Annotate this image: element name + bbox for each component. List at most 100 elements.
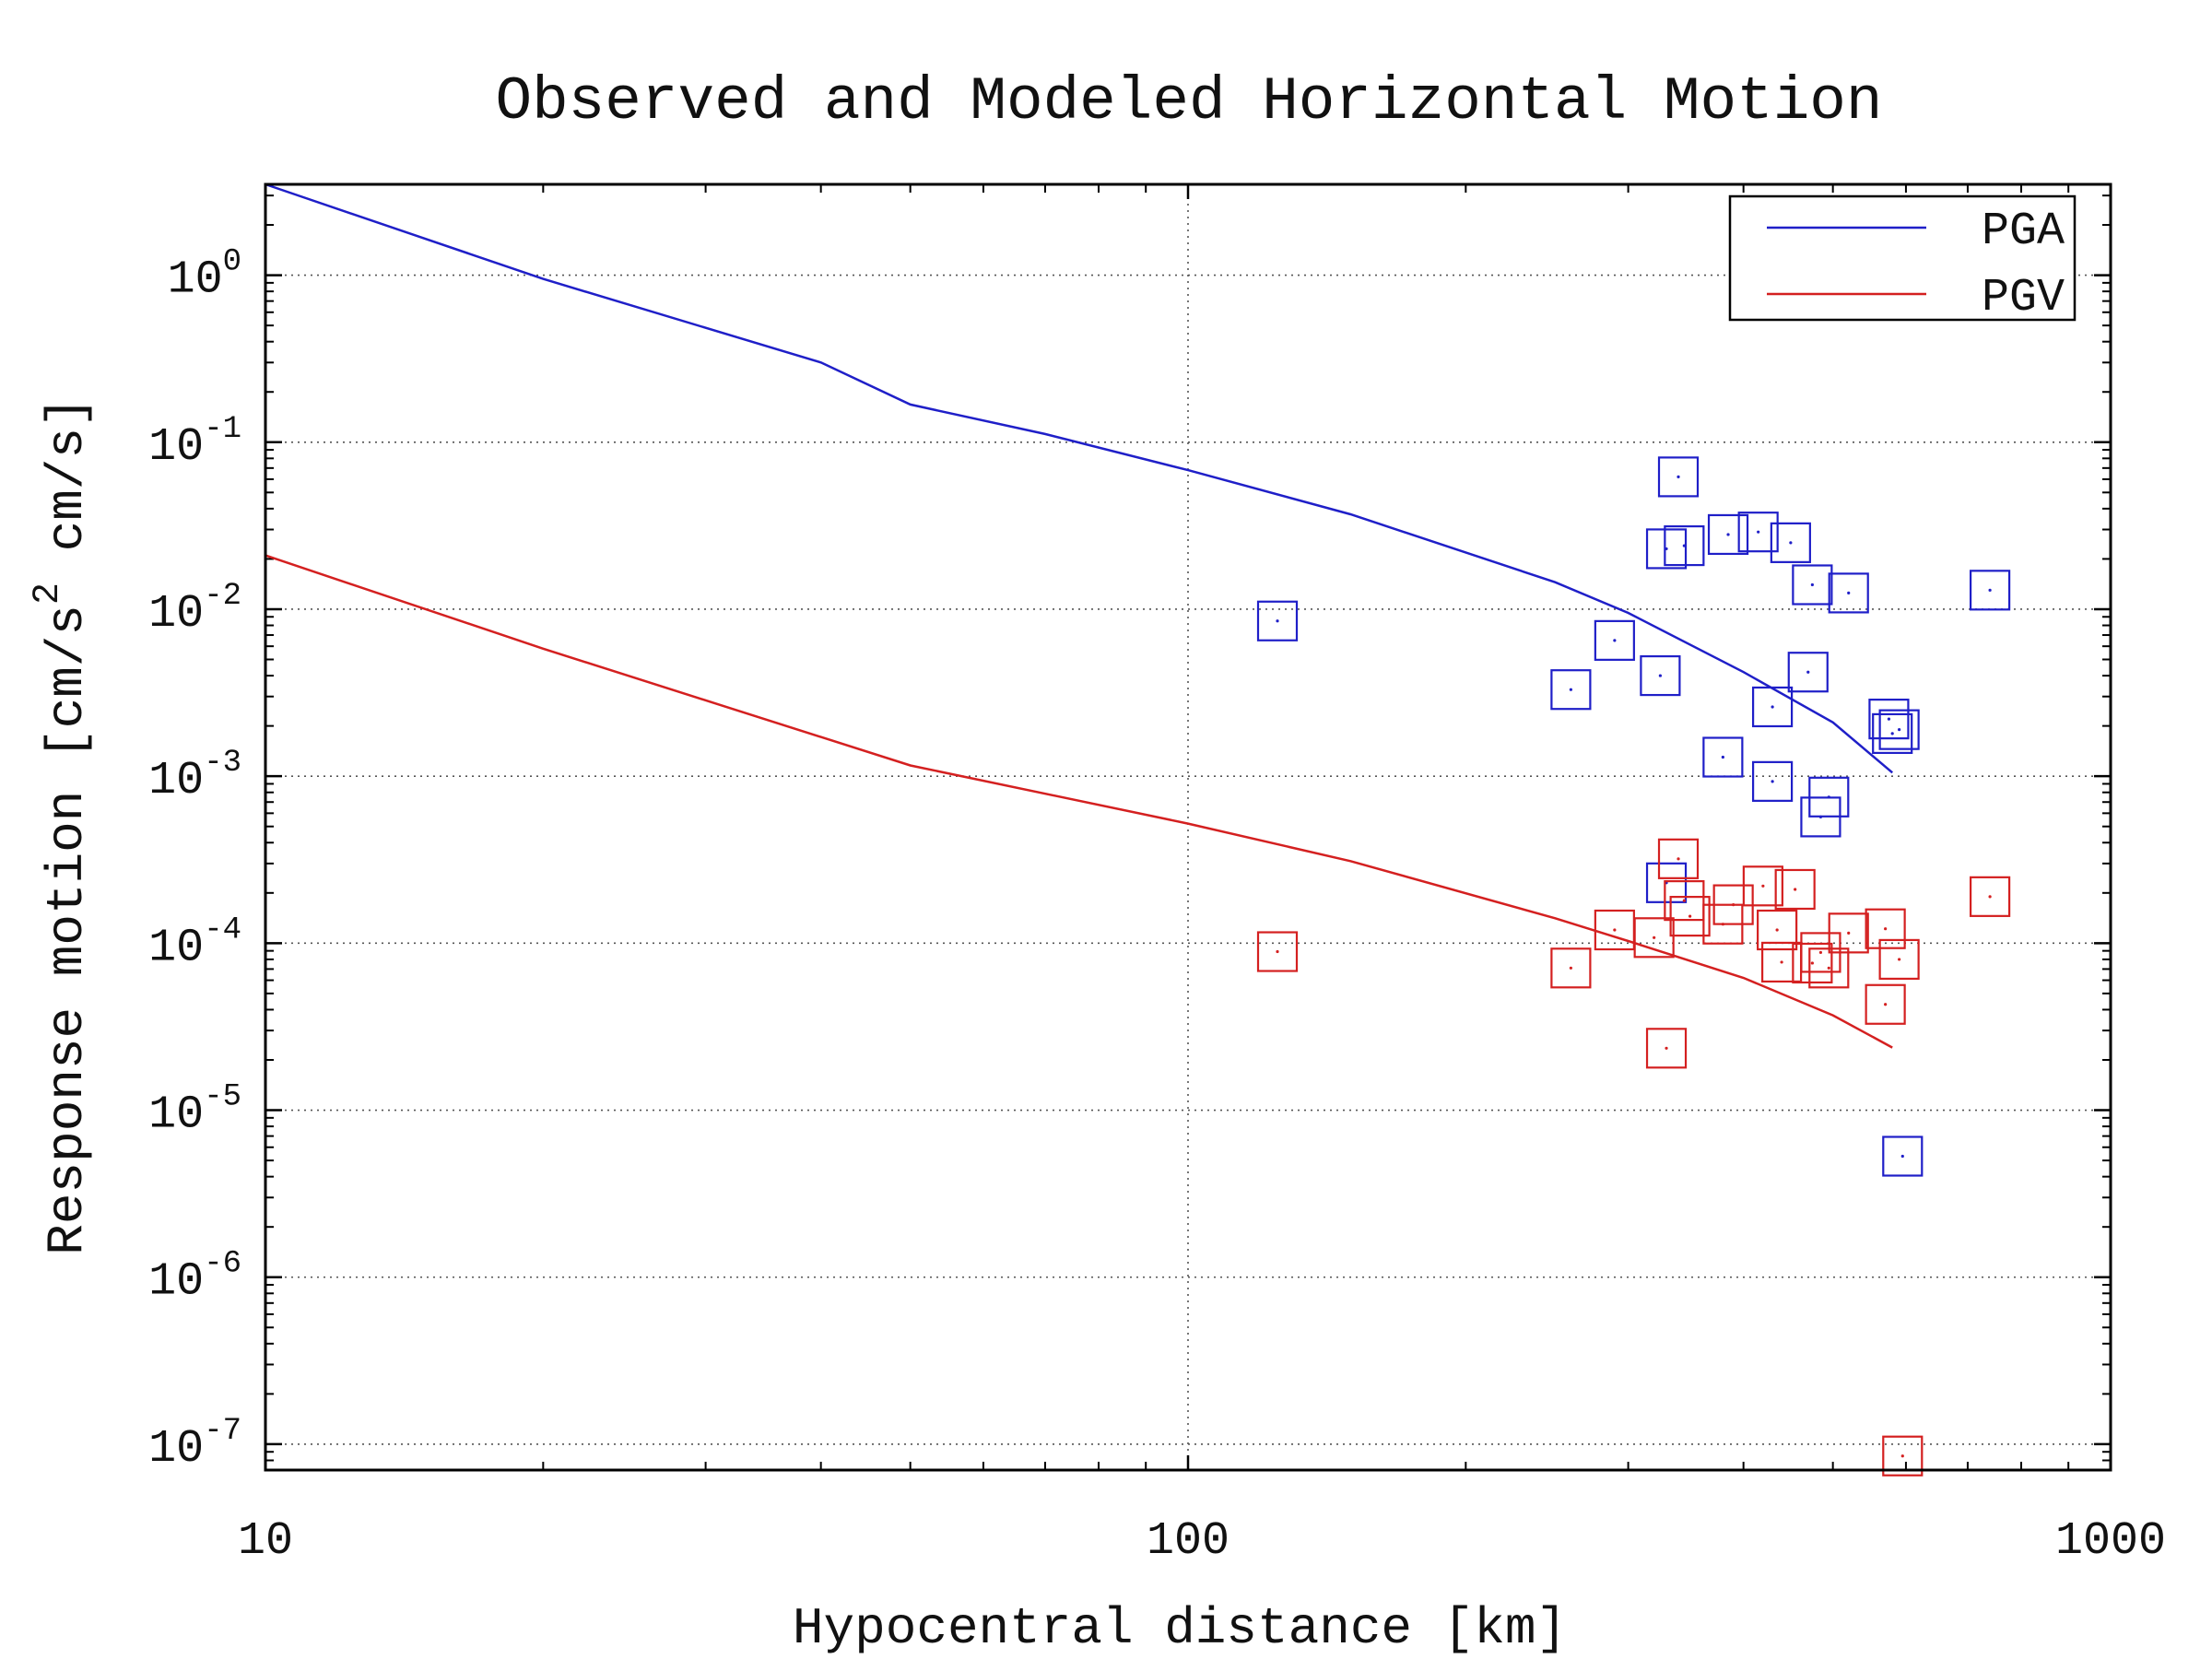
marker-center-pga	[1569, 688, 1572, 691]
marker-center-pga	[1771, 705, 1774, 709]
y-tick-label: 10-4	[148, 912, 241, 974]
marker-center-pgv	[1818, 950, 1823, 955]
legend-label-pgv: PGV	[1982, 272, 2065, 324]
marker-pga	[1970, 570, 2011, 611]
marker-pgv	[1865, 983, 1906, 1025]
marker-pga	[1256, 600, 1299, 641]
marker-center-pga	[1771, 780, 1774, 783]
marker-center-pgv	[1898, 958, 1901, 961]
marker-center-pgv	[1847, 931, 1851, 935]
marker-center-pgv	[1682, 899, 1686, 902]
marker-pgv	[1657, 838, 1700, 879]
marker-center-pga	[1900, 1154, 1904, 1159]
marker-pgv	[1792, 942, 1833, 984]
marker-pga	[1878, 709, 1920, 750]
marker-pgv	[1742, 865, 1783, 907]
marker-pgv	[1865, 908, 1906, 949]
x-tick-labels: 10 100 1000	[238, 1515, 2166, 1568]
marker-center-pgv	[1569, 966, 1572, 970]
model-lines	[265, 182, 1894, 1049]
marker-pgv	[1645, 1028, 1688, 1069]
y-tick-label: 10-6	[148, 1247, 241, 1309]
marker-center-pga	[1276, 619, 1279, 623]
marker-pga	[1808, 776, 1850, 818]
y-tick-label: 10-2	[148, 579, 241, 641]
marker-pgv	[1774, 868, 1816, 911]
marker-pgv	[1970, 876, 2011, 917]
chart-title: Observed and Modeled Horizontal Motion	[495, 67, 1882, 136]
marker-center-pga	[1898, 728, 1901, 732]
y-tick-label: 10-5	[148, 1080, 241, 1142]
legend-label-pga: PGA	[1982, 206, 2065, 258]
marker-pgv	[1757, 909, 1798, 951]
marker-center-pga	[1677, 475, 1680, 478]
marker-center-pgv	[1677, 857, 1680, 861]
marker-center-pgv	[1665, 1046, 1668, 1050]
marker-pga	[1752, 760, 1794, 802]
marker-pga	[1868, 699, 1910, 740]
marker-pga	[1792, 564, 1833, 606]
marker-center-pgv	[1761, 884, 1765, 888]
marker-center-pgv	[1653, 935, 1656, 939]
marker-pga	[1872, 712, 1913, 755]
marker-center-pga	[1726, 533, 1730, 536]
marker-pga	[1645, 862, 1688, 903]
marker-pgv	[1828, 912, 1869, 954]
plot-frame	[264, 182, 2112, 1472]
marker-pgv	[1664, 880, 1705, 922]
x-tick-label: 1000	[2055, 1515, 2166, 1568]
marker-center-pga	[1827, 795, 1830, 799]
legend: PGA PGV	[1728, 194, 2077, 324]
marker-center-pga	[1658, 674, 1662, 677]
marker-pgv	[1878, 938, 1920, 981]
marker-center-pga	[1721, 755, 1724, 759]
marker-center-pga	[1789, 541, 1793, 545]
marker-pgv	[1669, 896, 1711, 937]
legend-box	[1728, 194, 2077, 322]
y-tick-label: 10-3	[148, 746, 241, 807]
marker-pga	[1664, 524, 1705, 567]
marker-pgv	[1550, 947, 1592, 989]
line-pgv	[265, 554, 1893, 1049]
marker-center-pga	[1757, 530, 1760, 534]
marker-pga	[1640, 654, 1681, 697]
marker-pgv	[1633, 917, 1675, 959]
marker-center-pgv	[1884, 1003, 1888, 1006]
y-tick-label: 100	[168, 245, 241, 307]
marker-center-pgv	[1884, 927, 1888, 931]
grid	[265, 184, 2111, 1470]
marker-pga	[1702, 736, 1744, 778]
marker-center-pgv	[1688, 914, 1692, 918]
marker-pga	[1737, 512, 1779, 553]
marker-center-pga	[1890, 732, 1894, 735]
marker-pga	[1787, 652, 1829, 693]
marker-pga	[1882, 1135, 1924, 1177]
x-axis-label: Hypocentral distance [km]	[793, 1599, 1567, 1658]
marker-pga	[1657, 456, 1700, 498]
marker-pga	[1828, 572, 1869, 614]
marker-pga	[1770, 522, 1811, 563]
marker-center-pgv	[1780, 960, 1783, 964]
marker-center-pga	[1887, 717, 1891, 721]
marker-center-pgv	[1276, 949, 1279, 954]
line-pga	[265, 182, 1894, 774]
marker-center-pgv	[1775, 928, 1779, 932]
marker-pga	[1752, 686, 1794, 728]
marker-center-pgv	[1810, 961, 1814, 965]
marker-center-pga	[1682, 544, 1686, 547]
y-tick-labels: 100 10-1 10-2 10-3 10-4 10-5 10-6 10-7	[148, 245, 241, 1476]
marker-center-pgv	[1900, 1454, 1904, 1458]
marker-center-pgv	[1988, 895, 1992, 899]
x-tick-label: 10	[238, 1515, 293, 1568]
marker-center-pgv	[1794, 888, 1797, 891]
marker-center-pga	[1847, 591, 1851, 595]
marker-center-pgv	[1613, 928, 1617, 932]
marker-center-pgv	[1827, 966, 1830, 970]
marker-pga	[1594, 619, 1635, 661]
marker-center-pgv	[1732, 902, 1735, 907]
marker-center-pga	[1988, 588, 1992, 592]
marker-center-pga	[1810, 582, 1814, 587]
marker-pga	[1645, 528, 1688, 570]
y-tick-label: 10-1	[148, 412, 241, 474]
